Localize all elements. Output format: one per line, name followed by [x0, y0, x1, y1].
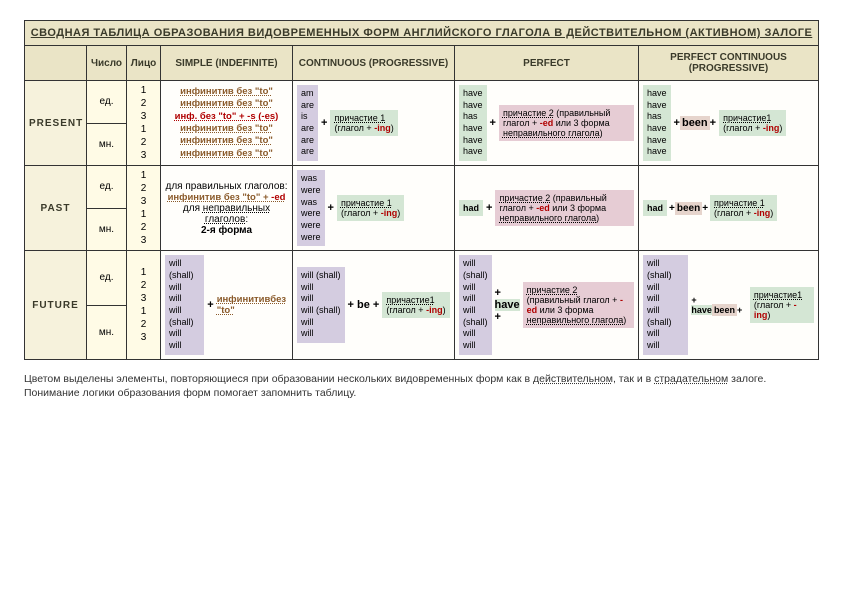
footer-note: Цветом выделены элементы, повторяющиеся … — [24, 372, 818, 401]
present-sg: ед. — [87, 81, 127, 124]
future-pl: мн. — [87, 305, 127, 359]
future-simple: will (shall)willwill will (shall)willwil… — [161, 251, 293, 360]
present-persons: 123 123 — [127, 81, 161, 166]
future-perfect-continuous: will (shall)willwill will (shall)willwil… — [639, 251, 819, 360]
future-persons: 123 123 — [127, 251, 161, 360]
present-perfect: havehavehas havehavehave + причастие 2 (… — [455, 81, 639, 166]
hdr-number: Число — [87, 46, 127, 81]
past-perfect-continuous: had +been+ причастие 1 (глагол + -ing) — [639, 166, 819, 251]
hdr-person: Лицо — [127, 46, 161, 81]
tense-past: PAST — [25, 166, 87, 251]
tense-table: СВОДНАЯ ТАБЛИЦА ОБРАЗОВАНИЯ ВИДОВРЕМЕННЫ… — [24, 20, 819, 360]
past-simple: для правильных глаголов: инфинитив без "… — [161, 166, 293, 251]
hdr-simple: SIMPLE (INDEFINITE) — [161, 46, 293, 81]
tense-future: FUTURE — [25, 251, 87, 360]
past-pl: мн. — [87, 208, 127, 251]
future-perfect: will (shall)willwill will (shall)willwil… — [455, 251, 639, 360]
hdr-perfect: PERFECT — [455, 46, 639, 81]
hdr-blank — [25, 46, 87, 81]
table-title: СВОДНАЯ ТАБЛИЦА ОБРАЗОВАНИЯ ВИДОВРЕМЕННЫ… — [25, 21, 819, 46]
tense-present: PRESENT — [25, 81, 87, 166]
past-perfect: had + причастие 2 (правильный глагол + -… — [455, 166, 639, 251]
past-continuous: waswerewas werewerewere + причастие 1 (г… — [293, 166, 455, 251]
hdr-continuous: CONTINUOUS (PROGRESSIVE) — [293, 46, 455, 81]
past-persons: 123 123 — [127, 166, 161, 251]
past-sg: ед. — [87, 166, 127, 209]
present-perfect-continuous: havehavehas havehavehave +been+ причасти… — [639, 81, 819, 166]
present-pl: мн. — [87, 123, 127, 166]
hdr-perfect-continuous: PERFECT CONTINUOUS (PROGRESSIVE) — [639, 46, 819, 81]
present-continuous: amareis areareare + причастие 1 (глагол … — [293, 81, 455, 166]
future-sg: ед. — [87, 251, 127, 305]
future-continuous: will (shall)willwill will (shall)willwil… — [293, 251, 455, 360]
present-simple: инфинитив без "to" инфинитив без "to" ин… — [161, 81, 293, 166]
